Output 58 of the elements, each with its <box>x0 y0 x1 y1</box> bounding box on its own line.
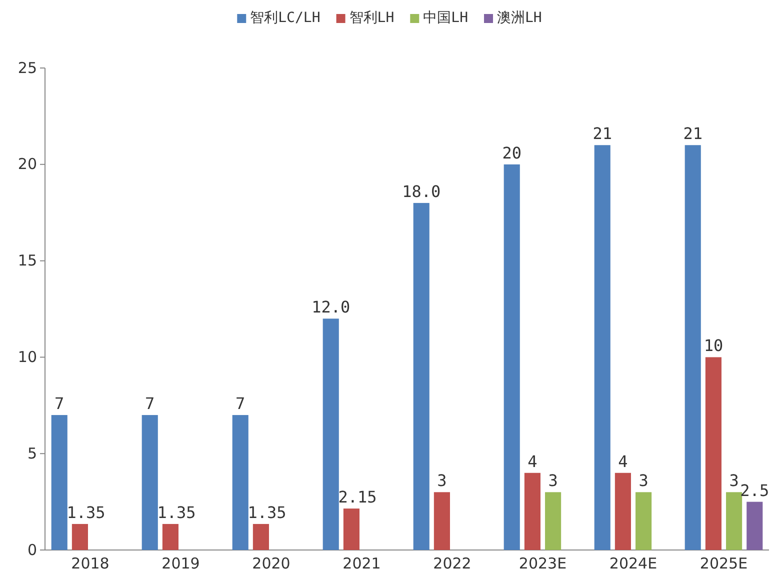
data-label: 3 <box>638 471 648 490</box>
bar <box>413 202 430 550</box>
bar <box>434 492 450 550</box>
data-label: 1.35 <box>157 502 196 522</box>
bar <box>252 524 269 550</box>
x-tick-label: 2018 <box>71 554 110 573</box>
data-label: 10 <box>704 336 724 356</box>
bar <box>726 492 742 550</box>
y-tick-label: 15 <box>18 252 37 270</box>
bar <box>636 492 652 550</box>
bar <box>504 164 520 550</box>
x-tick-label: 2019 <box>162 554 200 573</box>
bar <box>343 508 360 550</box>
legend-label: 中国LH <box>423 10 468 26</box>
data-label: 1.35 <box>66 502 106 522</box>
bar <box>594 145 610 550</box>
bar <box>72 524 88 550</box>
data-label: 2.5 <box>740 480 770 500</box>
data-label: 7 <box>54 394 64 414</box>
bar <box>684 145 701 550</box>
y-tick-label: 10 <box>18 348 37 366</box>
data-label: 21 <box>683 124 702 144</box>
bar <box>545 492 562 550</box>
bar <box>51 415 68 550</box>
data-label: 12.0 <box>312 298 350 317</box>
data-label: 1.35 <box>248 502 286 522</box>
bar <box>705 357 722 550</box>
data-label: 18.0 <box>402 182 441 201</box>
x-tick-label: 2024E <box>609 554 658 573</box>
bar <box>232 415 248 550</box>
y-tick-label: 25 <box>18 58 37 77</box>
legend-label: 智利LC/LH <box>250 10 320 26</box>
bar <box>322 318 339 550</box>
y-tick-label: 0 <box>27 540 37 559</box>
data-label: 20 <box>502 143 522 162</box>
legend-label: 智利LH <box>349 10 394 26</box>
data-label: 2.15 <box>338 488 377 507</box>
x-tick-label: 2020 <box>252 554 290 573</box>
bar <box>524 472 540 550</box>
data-label: 3 <box>437 471 447 490</box>
data-label: 7 <box>145 394 155 414</box>
x-tick-label: 2025E <box>700 554 748 573</box>
x-tick-label: 2022 <box>433 554 472 573</box>
x-tick-label: 2021 <box>342 554 381 573</box>
bar <box>162 524 178 550</box>
bar <box>142 415 158 550</box>
y-tick-label: 5 <box>27 444 37 462</box>
legend-label: 澳洲LH <box>497 10 542 26</box>
bar <box>746 502 763 550</box>
bar <box>614 472 631 550</box>
data-label: 21 <box>592 124 612 144</box>
data-label: 7 <box>236 394 246 414</box>
data-label: 3 <box>548 471 558 490</box>
data-label: 3 <box>729 471 739 490</box>
data-label: 4 <box>528 452 538 471</box>
y-tick-label: 20 <box>18 155 37 174</box>
data-label: 4 <box>618 452 628 471</box>
x-tick-label: 2023E <box>518 554 567 573</box>
